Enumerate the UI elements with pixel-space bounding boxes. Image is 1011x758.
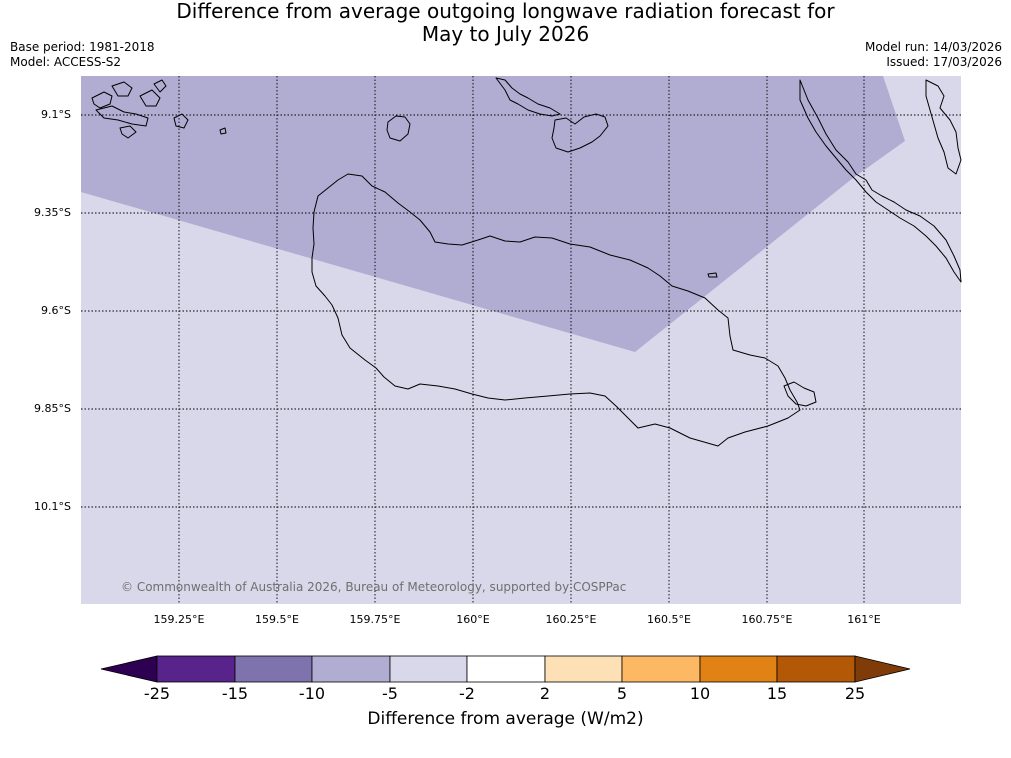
island-east-tip-coast bbox=[783, 381, 817, 407]
gridlines bbox=[81, 76, 961, 604]
colorbar-tick-label: 5 bbox=[616, 684, 628, 703]
base-period-text: Base period: 1981-2018 bbox=[10, 40, 155, 54]
island-florida-north-coast bbox=[495, 77, 561, 117]
colorbar-segments bbox=[100, 655, 911, 683]
lat-label: 9.6°S bbox=[41, 304, 71, 317]
colorbar-tick-label: -10 bbox=[298, 684, 326, 703]
colorbar-tick-label: -2 bbox=[459, 684, 475, 703]
colorbar-tick-label: 2 bbox=[539, 684, 551, 703]
colorbar-segment bbox=[389, 655, 468, 683]
island-ne-coast bbox=[925, 79, 962, 175]
colorbar-segment bbox=[621, 655, 701, 683]
colorbar-segment bbox=[234, 655, 313, 683]
island-nw-coast-2 bbox=[111, 81, 133, 97]
colorbar-extend-min bbox=[100, 655, 158, 683]
lon-label: 161°E bbox=[847, 613, 881, 626]
colorbar-segment bbox=[311, 655, 391, 683]
issued-text: Issued: 17/03/2026 bbox=[886, 55, 1002, 69]
lon-label: 160.25°E bbox=[545, 613, 597, 626]
island-small-north-coast bbox=[386, 115, 411, 142]
colorbar-segment bbox=[699, 655, 778, 683]
colorbar-segment bbox=[544, 655, 623, 683]
colorbar-extend-max bbox=[854, 655, 911, 683]
island-guadalcanal-coast bbox=[311, 173, 801, 447]
colorbar-tick-label: -15 bbox=[221, 684, 249, 703]
island-nw-coast-7 bbox=[153, 79, 167, 93]
colorbar-tick-label: 25 bbox=[844, 684, 866, 703]
model-text: Model: ACCESS-S2 bbox=[10, 55, 122, 69]
lon-label: 160.5°E bbox=[647, 613, 691, 626]
chart-title: Difference from average outgoing longwav… bbox=[0, 0, 1011, 46]
meta-right: Model run: 14/03/2026 Issued: 17/03/2026 bbox=[865, 40, 1002, 70]
lat-label: 9.35°S bbox=[34, 206, 71, 219]
lon-label: 159.25°E bbox=[153, 613, 205, 626]
island-nw-coast-6 bbox=[173, 113, 189, 129]
colorbar-segment bbox=[776, 655, 856, 683]
colorbar-tick-label: -25 bbox=[143, 684, 171, 703]
copyright-text: © Commonwealth of Australia 2026, Bureau… bbox=[121, 580, 627, 594]
lon-label: 160.75°E bbox=[741, 613, 793, 626]
island-nw-coast-3 bbox=[139, 89, 161, 107]
island-nggela-coast bbox=[551, 113, 609, 153]
lat-label: 9.85°S bbox=[34, 402, 71, 415]
lon-label: 160°E bbox=[456, 613, 490, 626]
map-anomaly-region bbox=[81, 76, 905, 352]
colorbar-segment bbox=[156, 655, 236, 683]
lat-label: 10.1°S bbox=[34, 500, 71, 513]
coastlines bbox=[91, 77, 962, 447]
island-nw-coast-5 bbox=[95, 105, 149, 127]
colorbar-tick-label: 10 bbox=[689, 684, 711, 703]
island-nw-coast-4 bbox=[119, 125, 137, 139]
title-line-2: May to July 2026 bbox=[421, 22, 590, 46]
colorbar-segment bbox=[466, 655, 546, 683]
model-run-text: Model run: 14/03/2026 bbox=[864, 40, 1002, 54]
island-nw-coast-1 bbox=[91, 91, 113, 109]
lon-label: 159.75°E bbox=[349, 613, 401, 626]
map bbox=[81, 76, 962, 604]
lat-label: 9.1°S bbox=[41, 108, 71, 121]
island-small-mid-coast bbox=[707, 272, 718, 278]
island-nw-coast-8 bbox=[219, 127, 227, 135]
colorbar-tick-label: 15 bbox=[766, 684, 788, 703]
island-makira-coast bbox=[799, 79, 962, 283]
lon-label: 159.5°E bbox=[255, 613, 299, 626]
meta-left: Base period: 1981-2018 Model: ACCESS-S2 bbox=[10, 40, 155, 70]
title-line-1: Difference from average outgoing longwav… bbox=[176, 0, 835, 23]
colorbar-tick-label: -5 bbox=[382, 684, 398, 703]
colorbar-title: Difference from average (W/m2) bbox=[367, 709, 644, 729]
